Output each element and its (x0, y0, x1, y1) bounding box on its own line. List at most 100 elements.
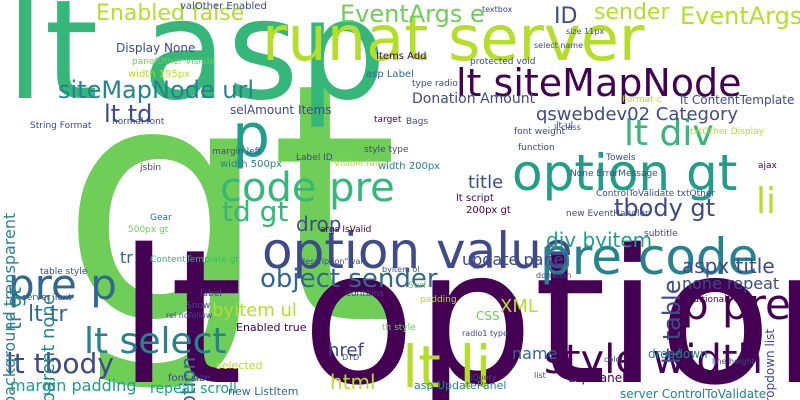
word-radio1-type: radio1 type (462, 329, 508, 338)
word-list: list (534, 371, 546, 380)
word-gt: gt (60, 13, 399, 397)
word-title: title (468, 172, 504, 193)
word-lt-siteMapNode: lt siteMapNode (456, 61, 742, 105)
word-style-type: style type (364, 145, 409, 155)
word-asp-Label: asp Label (366, 69, 414, 80)
word-valOther-Enabled: valOther Enabled (180, 1, 267, 12)
word-font-size: font size (168, 373, 211, 384)
word-none-repeat: none repeat (682, 274, 780, 293)
word-args-IsValid: args IsValid (320, 225, 372, 235)
word-style-width: style width (544, 337, 763, 383)
word-width-500px: width 500px (220, 159, 283, 170)
word-EventArgs: EventArgs (680, 2, 800, 30)
word-Display-None: Display None (116, 41, 196, 55)
word-li: li (756, 181, 777, 222)
word-Bags: Bags (406, 117, 429, 127)
word-ContentTemplate-gt: ContentTemplate gt (150, 255, 239, 265)
word-code-pre: code pre (220, 165, 395, 211)
word-width-195px: width 195px (128, 69, 191, 80)
word-ajax: ajax (758, 161, 777, 171)
word-dropdown: dropdown (648, 347, 708, 361)
word-size-11px: size 11px (566, 27, 605, 36)
word-sender: sender (594, 0, 670, 25)
word-additional: additional (682, 295, 727, 305)
word-margin-padding: margin padding (10, 376, 137, 395)
word-lt-select: lt select (84, 321, 227, 362)
word-lt-ul: lt ul (556, 121, 574, 131)
word-Items-Add: Items Add (376, 51, 427, 62)
word-color: color (604, 355, 624, 364)
word-padding: padding (420, 295, 457, 305)
word-jsbin: jsbin (140, 163, 162, 173)
word-th-style: th style (382, 323, 416, 333)
word-line-height: line height (712, 357, 755, 366)
word-rel-nofollow: rel nofollow (166, 311, 213, 320)
word-lt-div: lt div (624, 113, 714, 154)
word-description-var: description" var (300, 257, 364, 266)
word-lt-asp: lt asp (6, 0, 387, 131)
word-500px-gt: 500px gt (128, 225, 169, 235)
word-Visible-false: Visible false (334, 159, 388, 169)
word-ID: ID (554, 4, 578, 29)
word-new-EventHandler: new EventHandler (566, 209, 649, 219)
word-Snow: Snow (186, 301, 211, 311)
word-name: name (512, 344, 558, 363)
word-contains: contains (346, 289, 385, 299)
word-protected-void: protected void (470, 57, 536, 67)
word-Format-c: Format c (622, 95, 662, 105)
word-Surf: Surf (408, 281, 427, 291)
word-lt-li: lt li (402, 333, 492, 400)
word-lt-tbody: lt tbody (6, 347, 114, 380)
word-Enabled-true: Enabled true (236, 321, 307, 334)
word-asp-Panel: asp Panel (568, 371, 626, 385)
word-margin-left: margin left (212, 147, 262, 157)
word-normal-font: normal font (112, 117, 165, 127)
word-function: function (518, 143, 555, 153)
word-selected: selected (216, 359, 263, 372)
word-new-ListItem: new ListItem (228, 385, 299, 398)
word-server-ControlToValidate: server ControlToValidate (620, 387, 767, 400)
word-html: html (330, 370, 376, 394)
word-href: href (328, 340, 364, 361)
word-repeat-scroll: repeat scroll (150, 381, 237, 397)
word-XML: XML (500, 296, 538, 317)
word-lt-ContentTemplate: lt ContentTemplate (680, 93, 795, 107)
word-drop: drop (296, 212, 342, 236)
word-panelOther-Visible: panelOther Visible (132, 57, 215, 67)
word-lt-script: lt script (456, 193, 494, 204)
word-server-Text: server Text (22, 293, 72, 303)
word-textbox: textbox (482, 5, 513, 14)
word-byitem-ol: byitem ol (382, 265, 420, 274)
word-Label-ID: Label ID (296, 153, 333, 163)
word-div-byitem: div byitem (546, 228, 653, 252)
word-Enabled-false: Enabled false (96, 1, 245, 26)
word-runat-server: runat server (262, 2, 645, 75)
word-update-panel: update panel (462, 250, 568, 269)
word-CSS: CSS (476, 309, 500, 323)
word-li-class: li class (554, 123, 581, 132)
word-target: target (374, 115, 402, 125)
word-asp-UpdatePanel: asp UpdatePanel (414, 379, 507, 392)
word-table-style: table style (40, 267, 88, 277)
word-jQuery: jQuery (470, 373, 497, 382)
word-pre-p: pre p (8, 260, 117, 309)
word-td-gt: td gt (222, 195, 289, 228)
word-pre-code: pre code (540, 228, 759, 286)
word-qswebdev02-Category: qswebdev02 Category (536, 104, 739, 125)
word-label: label (200, 289, 222, 299)
word-200px-gt: 200px gt (466, 205, 511, 216)
word-p-pre: p pre (682, 280, 791, 329)
word-String-Format: String Format (30, 121, 92, 131)
word-option-gt: option gt (512, 144, 738, 202)
word-byitem-ul: byitem ul (212, 300, 297, 321)
word-siteMapNode-url: siteMapNode url (58, 76, 255, 104)
word-Gear: Gear (150, 213, 172, 223)
word-lt-td: lt td (104, 100, 153, 128)
word-background-transparent: background transparent (0, 212, 19, 400)
word-ControlToValidate-txtOther: ControlToValidate txtOther (596, 189, 716, 199)
word-lt-tr: lt tr (28, 302, 68, 327)
word-tbody-gt: tbody gt (614, 194, 716, 222)
word-tr: tr (120, 248, 133, 267)
word-Donation-Amount: Donation Amount (412, 91, 536, 107)
word-txtOther-Display: txtOther Display (690, 127, 764, 137)
